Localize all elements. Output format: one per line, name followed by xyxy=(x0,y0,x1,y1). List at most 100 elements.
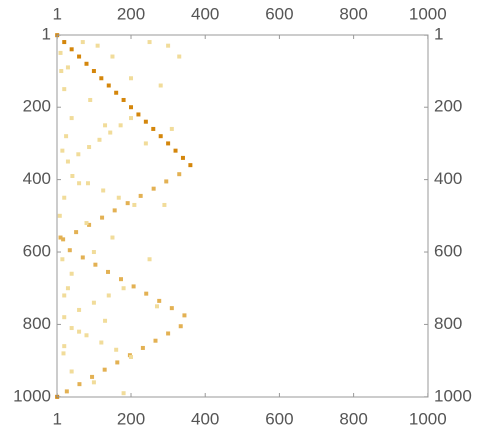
matrix-cell xyxy=(88,97,93,102)
x-tick-label: 800 xyxy=(339,4,367,23)
matrix-cell xyxy=(64,134,69,139)
matrix-cell xyxy=(67,248,72,253)
matrix-cell xyxy=(70,173,75,178)
matrix-cell xyxy=(95,43,100,48)
matrix-cell xyxy=(151,126,156,131)
matrix-cell xyxy=(99,340,104,345)
matrix-cell xyxy=(121,286,126,291)
matrix-cell xyxy=(69,47,74,52)
x-tick-label: 400 xyxy=(191,4,219,23)
matrix-cell xyxy=(129,354,134,359)
matrix-cell xyxy=(69,369,74,374)
matrix-cell xyxy=(97,137,102,142)
matrix-cell xyxy=(143,119,148,124)
x-tick-label: 1 xyxy=(52,409,61,428)
matrix-cell xyxy=(125,201,130,206)
matrix-cell xyxy=(77,54,82,59)
matrix-cell xyxy=(101,188,106,193)
matrix-cell xyxy=(182,313,187,318)
matrix-cell xyxy=(77,307,82,312)
matrix-cell xyxy=(129,105,134,110)
matrix-cell xyxy=(157,298,162,303)
matrix-cell xyxy=(76,152,81,157)
x-tick-label: 1000 xyxy=(409,409,447,428)
matrix-cell xyxy=(177,172,182,177)
matrix-cell xyxy=(108,130,113,135)
y-tick-label: 800 xyxy=(23,314,51,333)
x-tick-label: 1 xyxy=(52,4,61,23)
matrix-cell xyxy=(84,333,89,338)
matrix-cell xyxy=(169,306,174,311)
matrix-cell xyxy=(147,40,152,45)
matrix-cell xyxy=(132,202,137,207)
matrix-cell xyxy=(138,193,143,198)
matrix-cell xyxy=(180,155,185,160)
y-tick-label: 800 xyxy=(434,314,462,333)
matrix-cell xyxy=(110,54,115,59)
matrix-cell xyxy=(143,141,148,146)
matrix-cell xyxy=(177,54,182,59)
matrix-cell xyxy=(57,213,62,218)
matrix-cell xyxy=(90,374,95,379)
matrix-cell xyxy=(61,237,66,242)
matrix-cell xyxy=(158,83,163,88)
matrix-cell xyxy=(162,202,167,207)
y-tick-label: 400 xyxy=(434,169,462,188)
matrix-cell xyxy=(64,389,69,394)
matrix-cell xyxy=(151,186,156,191)
y-tick-label: 1 xyxy=(42,25,51,44)
matrix-cell xyxy=(100,215,105,220)
matrix-cell xyxy=(58,50,63,55)
x-tick-label: 200 xyxy=(117,4,145,23)
matrix-cell xyxy=(129,76,134,81)
matrix-cell xyxy=(115,360,120,365)
matrix-cell xyxy=(129,116,134,121)
matrix-cell xyxy=(85,181,90,186)
y-tick-label: 400 xyxy=(23,169,51,188)
matrix-cell xyxy=(91,380,96,385)
matrix-cell xyxy=(84,61,89,66)
matrix-cell xyxy=(69,326,74,331)
matrix-cell xyxy=(77,181,82,186)
matrix-cell xyxy=(99,76,104,81)
matrix-cell xyxy=(106,293,111,298)
x-tick-label: 1000 xyxy=(409,4,447,23)
matrix-cell xyxy=(77,382,82,387)
y-tick-label: 200 xyxy=(23,97,51,116)
matrix-cell xyxy=(65,159,70,164)
matrix-cell xyxy=(93,262,98,267)
matrix-cell xyxy=(114,347,119,352)
matrix-cell xyxy=(166,331,171,336)
matrix-cell xyxy=(80,40,85,45)
frame xyxy=(56,34,429,398)
matrix-cell xyxy=(169,126,174,131)
x-tick-label: 200 xyxy=(117,409,145,428)
matrix-cell xyxy=(103,318,108,323)
matrix-cell xyxy=(62,40,67,45)
y-tick-label: 200 xyxy=(434,97,462,116)
matrix-cell xyxy=(59,69,64,74)
matrix-cell xyxy=(121,391,126,396)
matrix-cell xyxy=(154,304,159,309)
matrix-cell xyxy=(166,43,171,48)
matrix-cell xyxy=(80,255,85,260)
matrix-cell xyxy=(60,148,65,153)
x-tick-label: 600 xyxy=(265,4,293,23)
matrix-cell xyxy=(144,291,149,296)
y-tick-label: 600 xyxy=(23,242,51,261)
matrix-cell xyxy=(74,230,79,235)
matrix-cell xyxy=(110,235,115,240)
matrix-cell xyxy=(62,315,67,320)
matrix-cell xyxy=(58,235,63,240)
matrix-cell xyxy=(118,277,123,282)
matrix-cell xyxy=(153,338,158,343)
matrix-cell xyxy=(69,271,74,276)
matrix-cell xyxy=(112,208,117,213)
matrix-cell xyxy=(77,329,82,334)
matrix-cell xyxy=(62,87,67,92)
matrix-cell xyxy=(91,69,96,74)
matrix-cell xyxy=(164,179,169,184)
matrix-cell xyxy=(84,221,89,226)
matrix-cell xyxy=(103,123,108,128)
